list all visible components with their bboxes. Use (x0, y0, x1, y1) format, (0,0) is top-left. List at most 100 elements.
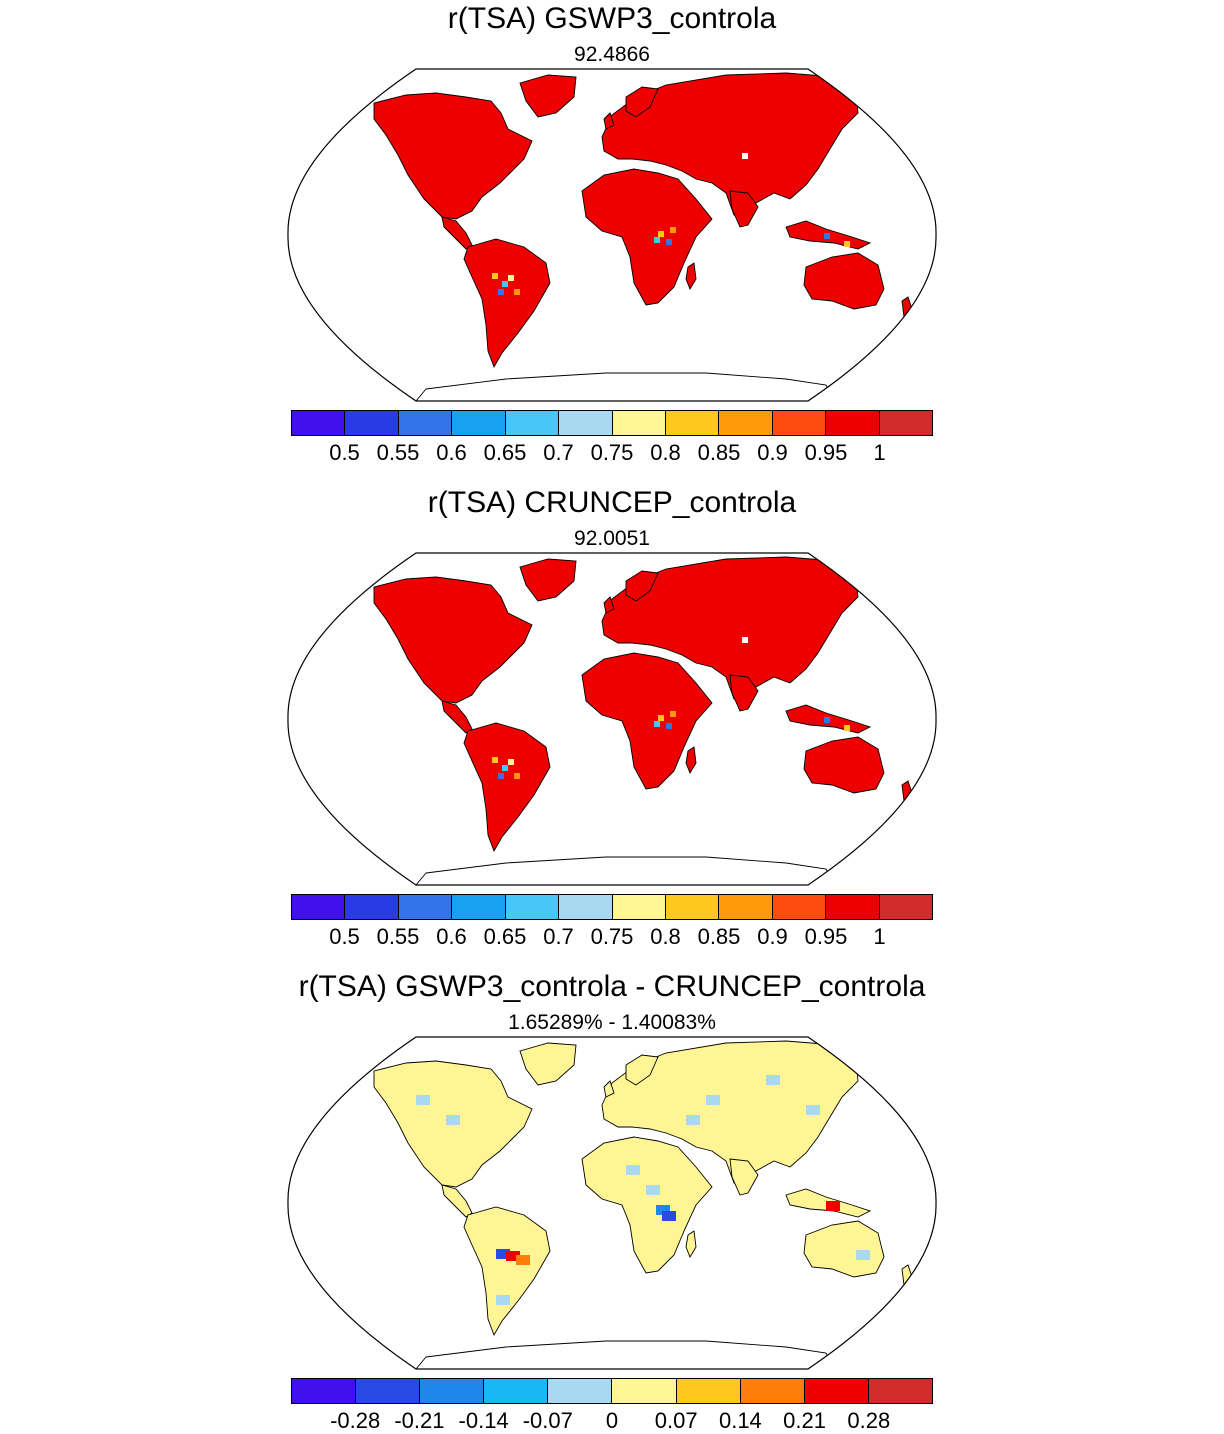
value-patch (498, 289, 504, 295)
colorbar-tick-label: -0.07 (522, 1408, 573, 1433)
value-patch (446, 1115, 460, 1125)
colorbar-swatch (676, 1379, 741, 1403)
land-india (729, 190, 759, 228)
land-europe-asia (601, 556, 859, 704)
land-africa (581, 652, 713, 790)
value-patch (514, 289, 520, 295)
land-australia (803, 252, 885, 310)
land-australia (803, 1220, 885, 1278)
colorbar-swatch (612, 895, 666, 919)
colorbar-tick-label: 0.55 (376, 440, 420, 465)
value-patch (662, 1211, 676, 1221)
value-patch (766, 1075, 780, 1085)
land-africa (581, 1136, 713, 1274)
land-antarctica (415, 856, 835, 885)
land-india (729, 1158, 759, 1196)
colorbar-swatch (356, 1379, 421, 1403)
land-uk (603, 112, 615, 130)
value-patch (416, 1095, 430, 1105)
colorbar-tick-label: 0.8 (650, 924, 681, 949)
colorbar-swatch (420, 1379, 485, 1403)
value-patch (508, 759, 514, 765)
value-patch (666, 239, 672, 245)
land-antarctica (415, 372, 835, 401)
colorbar-tick-label: 0.55 (376, 924, 420, 949)
land-south-america (463, 238, 551, 369)
colorbar-tick-label: 0.95 (804, 440, 848, 465)
colorbar-swatch (548, 1379, 613, 1403)
colorbar-swatch (345, 411, 399, 435)
land-north-america (373, 576, 533, 704)
globe-outline (287, 552, 937, 886)
land-greenland (519, 1042, 577, 1086)
colorbar-swatch (559, 411, 613, 435)
value-patch (492, 273, 498, 279)
colorbar-tick-label: 0.5 (329, 440, 360, 465)
colorbar-swatch (868, 1379, 932, 1403)
value-patch (626, 1165, 640, 1175)
land-uk (603, 1080, 615, 1098)
colorbar-swatch (826, 895, 880, 919)
colorbar-swatch (505, 895, 560, 919)
colorbar-tick-label: 0.6 (436, 924, 467, 949)
colorbar-swatch (740, 1379, 805, 1403)
globe-outline (287, 1036, 937, 1370)
colorbar-swatch (452, 411, 506, 435)
value-patch (706, 1095, 720, 1105)
value-patch (502, 765, 508, 771)
colorbar-tick-label: 0.75 (590, 440, 634, 465)
colorbar-tick-label: 0.5 (329, 924, 360, 949)
land-central-america (441, 1184, 473, 1218)
value-patch (826, 1201, 840, 1211)
colorbar-tick-label: 0.7 (543, 440, 574, 465)
value-patch (492, 757, 498, 763)
colorbar-tick-label: -0.21 (394, 1408, 445, 1433)
colorbar-swatch (879, 411, 933, 435)
value-patch (742, 637, 748, 643)
colorbar-swatch (345, 895, 399, 919)
colorbar-tick-label: 0.85 (697, 924, 741, 949)
colorbar-tick-label: 1 (873, 924, 886, 949)
value-patch (844, 725, 850, 731)
globe-outline (287, 68, 937, 402)
land-scandinavia (625, 86, 659, 118)
colorbar (291, 410, 933, 436)
value-patch (646, 1185, 660, 1195)
value-patch (502, 281, 508, 287)
world-map (287, 552, 937, 886)
land-india (729, 674, 759, 712)
panel-title: r(TSA) GSWP3_controla (447, 2, 777, 35)
value-patch (658, 231, 664, 237)
land-central-america (441, 700, 473, 734)
land-madagascar (685, 262, 697, 291)
colorbar-tick-label: 0.8 (650, 440, 681, 465)
land-scandinavia (625, 1054, 659, 1086)
value-patch (496, 1249, 510, 1259)
value-patch (514, 773, 520, 779)
colorbar-tick-label: 0.85 (697, 440, 741, 465)
colorbar-swatch (292, 895, 346, 919)
colorbar-tick-label: 1 (873, 440, 886, 465)
colorbar (291, 894, 933, 920)
colorbar-tick-label: 0.28 (847, 1408, 891, 1433)
colorbar-tick-label: -0.14 (458, 1408, 509, 1433)
colorbar-swatch (804, 1379, 869, 1403)
colorbar-swatch (505, 411, 560, 435)
land-north-america (373, 92, 533, 220)
land-greenland (519, 74, 577, 118)
colorbar-swatch (826, 411, 880, 435)
colorbar-swatch (772, 411, 827, 435)
panel-title: r(TSA) CRUNCEP_controla (427, 486, 797, 519)
value-patch (824, 717, 830, 723)
colorbar-swatch (879, 895, 933, 919)
colorbar-swatch (484, 1379, 549, 1403)
colorbar-swatch (292, 411, 346, 435)
colorbar-swatch (398, 411, 453, 435)
colorbar-tick-label: 0.21 (783, 1408, 827, 1433)
colorbar-swatch (665, 411, 720, 435)
value-patch (496, 1295, 510, 1305)
colorbar-swatch (452, 895, 506, 919)
land-madagascar (685, 746, 697, 775)
colorbar (291, 1378, 933, 1404)
panel-subtitle: 92.4866 (574, 43, 650, 66)
